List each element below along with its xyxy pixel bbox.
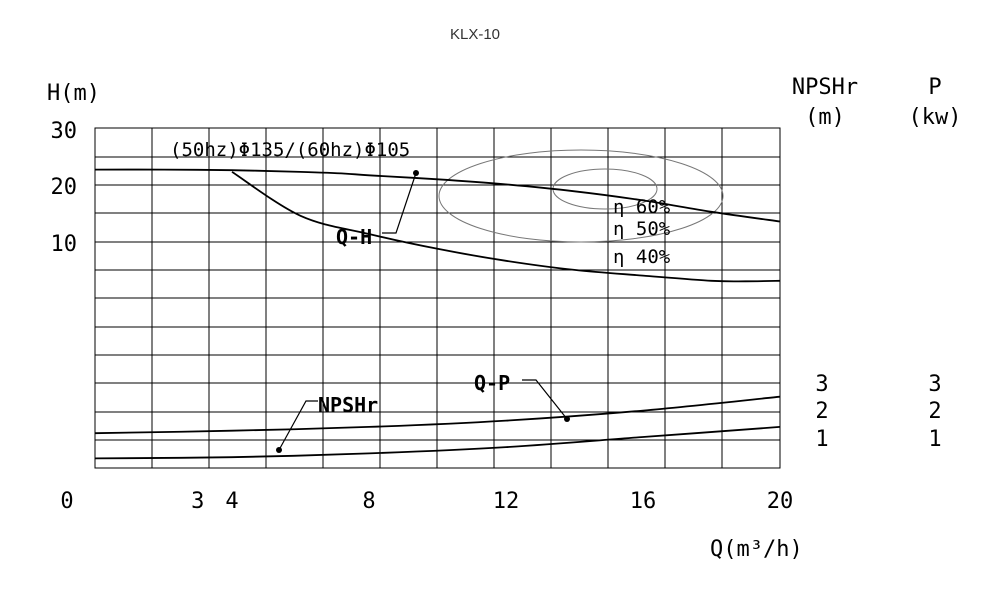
npshr-leader-line <box>278 400 318 451</box>
chart-title: KLX-10 <box>450 26 500 43</box>
y-axis-unit-power: (kw) <box>909 105 962 130</box>
curves-layer <box>94 168 781 460</box>
npshr-leader-dot <box>276 447 282 453</box>
x-axis-label: Q(m³/h) <box>710 537 803 562</box>
x-tick-label: 20 <box>767 489 794 514</box>
npshr-label-group: NPSHr <box>276 393 378 453</box>
x-tick-label: 16 <box>630 489 657 514</box>
power-tick-label: 2 <box>928 399 941 424</box>
impeller-label: (50hz)Φ135/(60hz)Φ105 <box>170 139 410 161</box>
qp-leader-dot <box>564 416 570 422</box>
power-tick-label: 1 <box>928 427 941 452</box>
efficiency-ellipses <box>438 149 724 243</box>
series-line-q-h-60hz <box>231 171 781 283</box>
efficiency-ellipse-outer <box>438 149 724 243</box>
npshr-tick-label: 1 <box>815 427 828 452</box>
x-tick-label: 8 <box>362 489 375 514</box>
qh-label-group: Q-H <box>336 170 419 249</box>
qh-leader-line <box>382 172 417 234</box>
y-axis-unit-npshr: (m) <box>805 105 845 130</box>
series-line-q-h <box>94 168 781 223</box>
y-tick-label: 20 <box>51 175 78 200</box>
efficiency-label-40: η 40% <box>613 246 671 268</box>
y-axis-label-power: P <box>928 75 941 100</box>
efficiency-label-60: η 60% <box>613 196 671 218</box>
series-line-q-p <box>94 426 781 460</box>
plot-grid <box>94 127 781 469</box>
npshr-tick-label: 3 <box>815 372 828 397</box>
efficiency-label-50: η 50% <box>613 218 671 240</box>
y-axis-label-npshr: NPSHr <box>792 75 858 100</box>
npshr-curve-label: NPSHr <box>318 393 378 417</box>
x-tick-label: 3 <box>191 489 204 514</box>
qp-label-group: Q-P <box>474 371 570 422</box>
power-tick-label: 3 <box>928 372 941 397</box>
qp-curve-label: Q-P <box>474 371 510 395</box>
npshr-tick-label: 2 <box>815 399 828 424</box>
series-line-npshr <box>94 395 781 435</box>
qh-leader-dot <box>413 170 419 176</box>
x-tick-label: 12 <box>493 489 520 514</box>
qh-curve-label: Q-H <box>336 225 372 249</box>
y-tick-labels: 30 20 10 <box>51 119 78 257</box>
x-tick-label: 4 <box>225 489 238 514</box>
x-tick-labels: 0 3 4 8 12 16 20 <box>60 489 793 514</box>
y-tick-label: 10 <box>51 232 78 257</box>
qp-leader-line <box>522 379 568 420</box>
x-tick-label: 0 <box>60 489 73 514</box>
y-axis-label-left: H(m) <box>47 81 100 106</box>
y-tick-label: 30 <box>51 119 78 144</box>
